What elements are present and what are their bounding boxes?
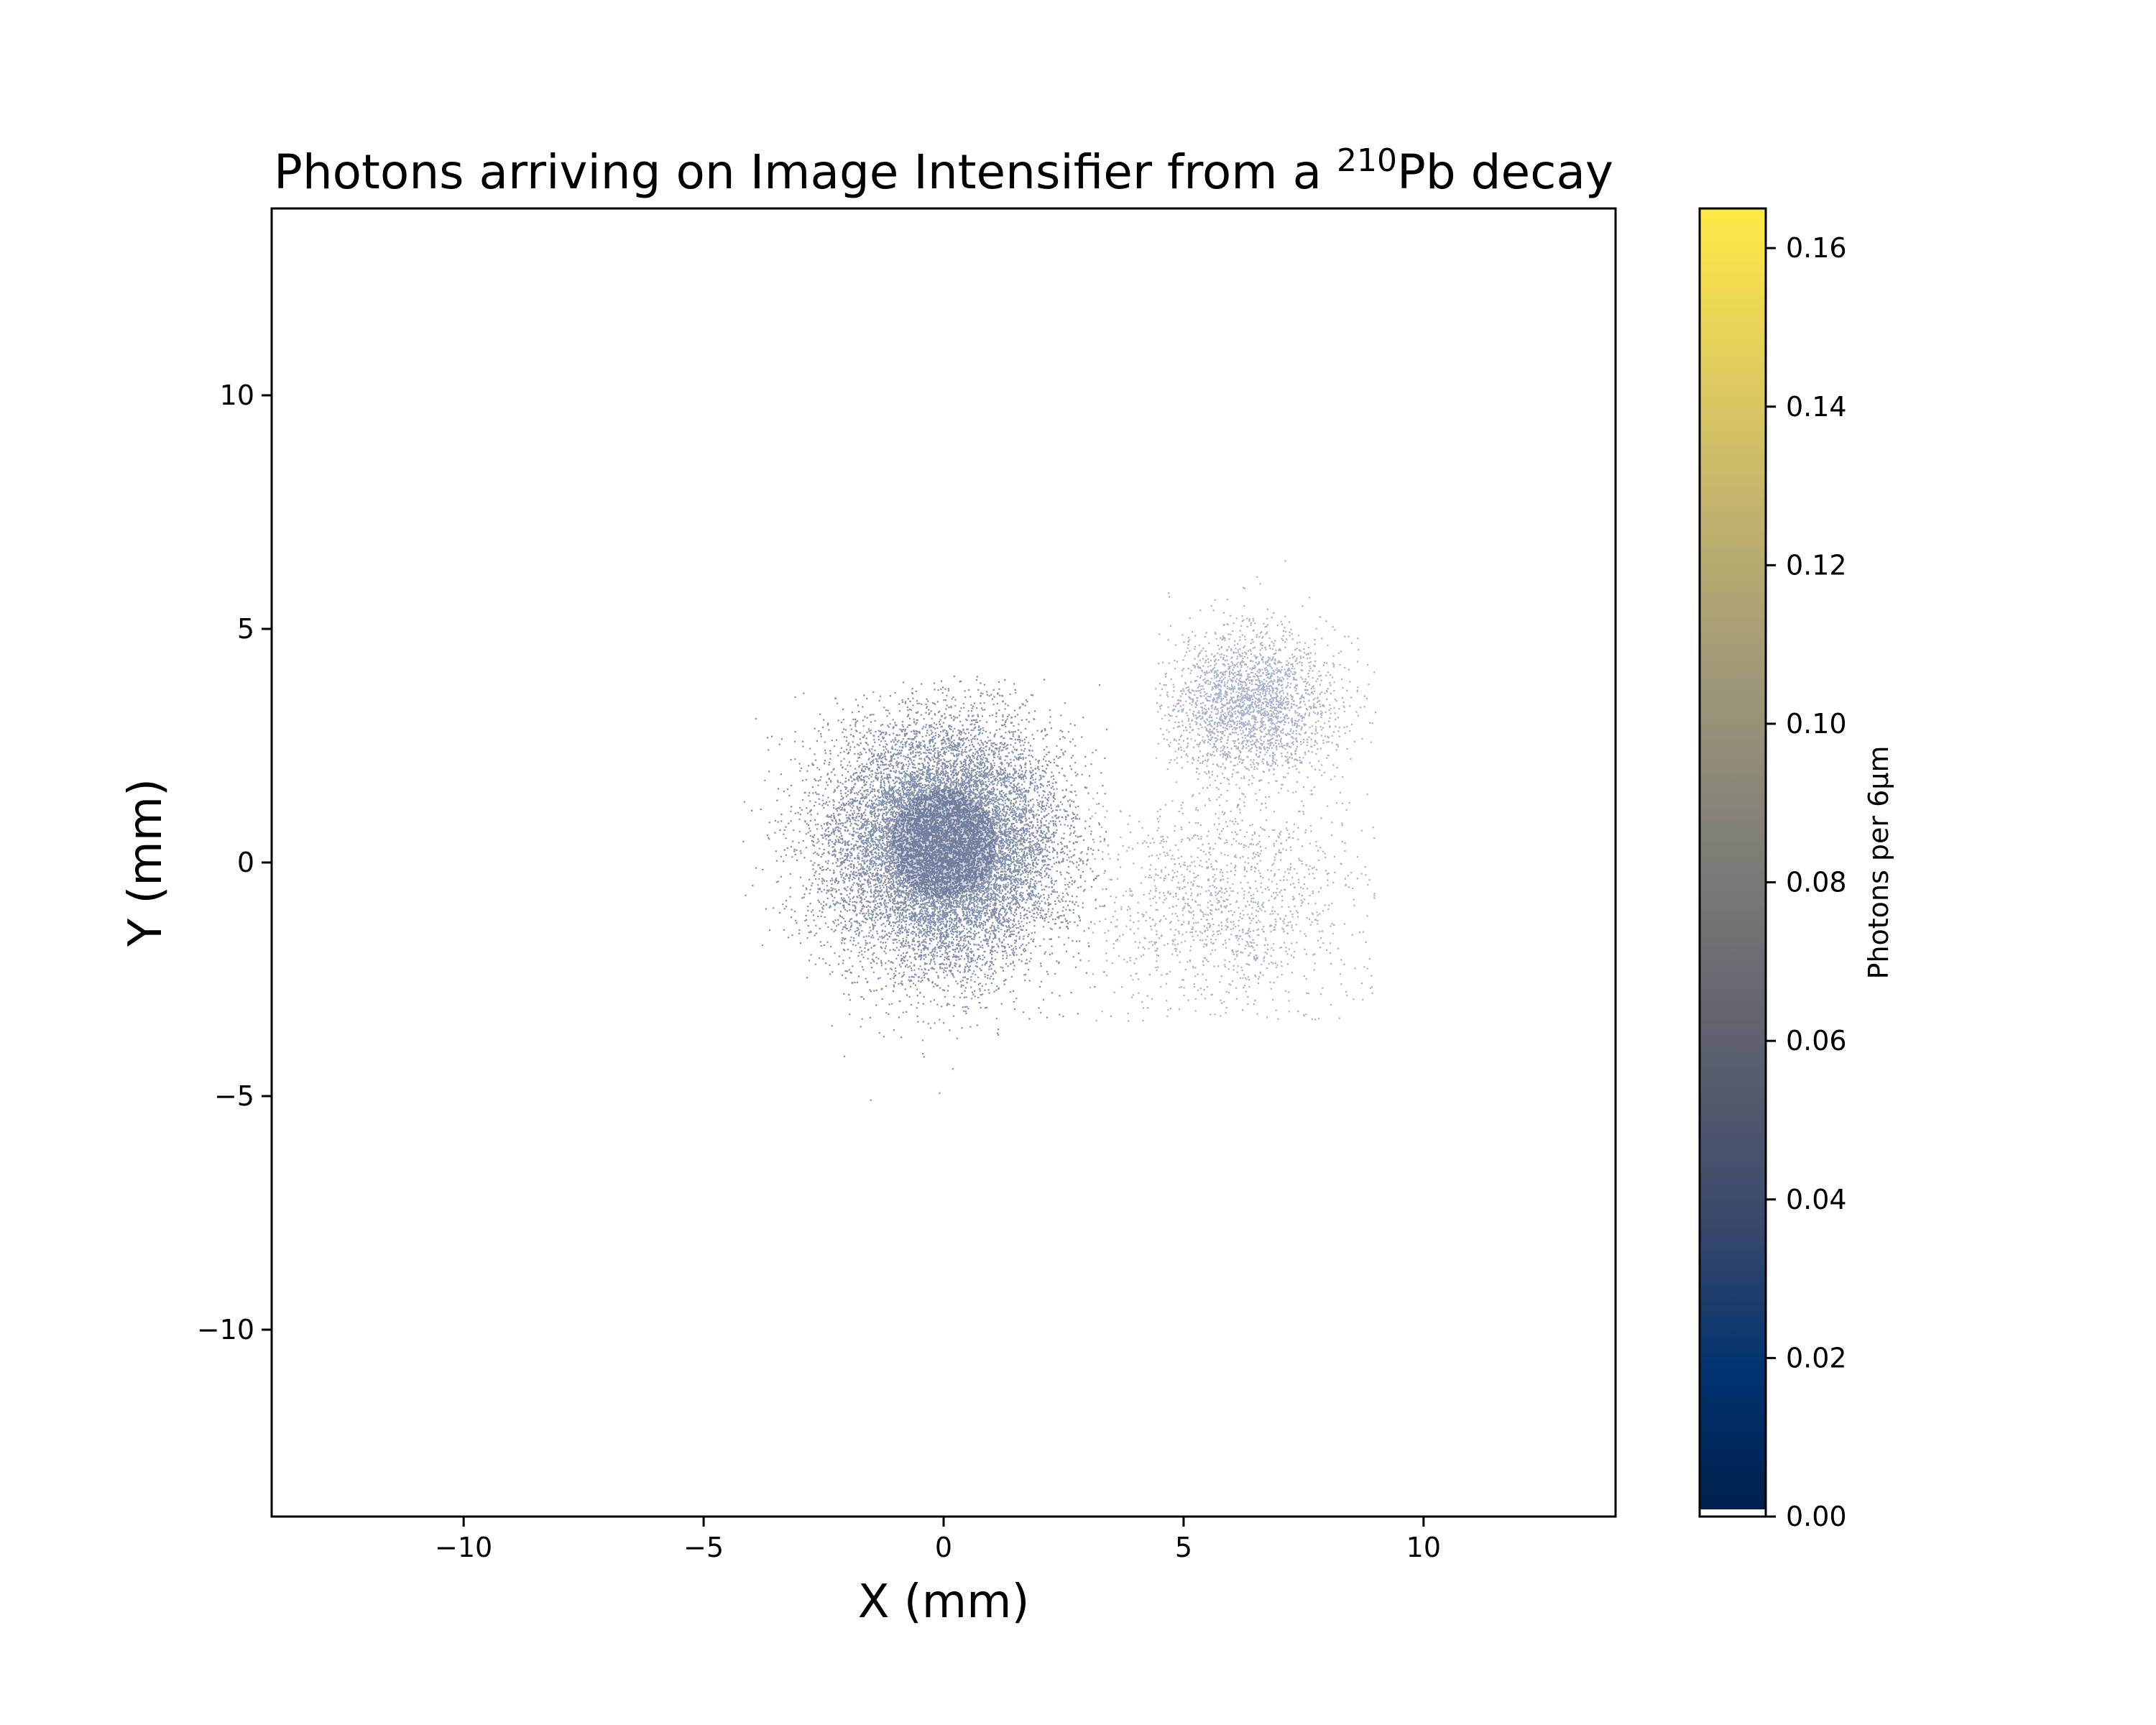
plot-area xyxy=(270,207,1617,1518)
colorbar-tick-label: 0.16 xyxy=(1786,232,1847,264)
colorbar-tick-label: 0.14 xyxy=(1786,391,1847,423)
photon-cluster xyxy=(742,676,1107,1101)
cluster-core xyxy=(891,789,996,898)
chart-title-superscript: 210 xyxy=(1337,142,1397,179)
colorbar-ticks: 0.00 0.02 0.04 0.06 0.08 0.10 0.12 0.14 0.16 xyxy=(1766,232,1847,1532)
colorbar-tick-label: 0.06 xyxy=(1786,1025,1847,1057)
y-tick-label: −5 xyxy=(214,1080,254,1112)
y-tick-label: 0 xyxy=(237,847,254,878)
photon-hits xyxy=(1087,794,1376,1022)
colorbar-tick-label: 0.10 xyxy=(1786,708,1847,740)
colorbar-frame xyxy=(1698,207,1767,1518)
x-tick-label: 0 xyxy=(935,1532,952,1563)
y-tick-label: 10 xyxy=(220,380,254,411)
chart-title-suffix: Pb decay xyxy=(1397,144,1613,200)
y-axis-label: Y (mm) xyxy=(119,778,172,947)
colorbar-label: Photons per 6μm xyxy=(1863,746,1894,980)
colorbar: 0.00 0.02 0.04 0.06 0.08 0.10 0.12 0.14 0.16 Pho… xyxy=(1698,207,1894,1532)
colorbar-zero-band xyxy=(1700,1509,1766,1517)
y-tick-label: −10 xyxy=(197,1314,254,1346)
colorbar-tick-label: 0.04 xyxy=(1786,1184,1847,1215)
x-axis: −10 −5 0 5 10 xyxy=(435,1517,1441,1563)
photon-hits xyxy=(1155,560,1377,813)
colorbar-tick-label: 0.00 xyxy=(1786,1501,1847,1532)
photon-scatter xyxy=(742,560,1377,1101)
photon-hits xyxy=(742,676,1107,1101)
photon-cluster xyxy=(1087,794,1376,1022)
colorbar-tick-label: 0.12 xyxy=(1786,549,1847,581)
x-tick-label: 5 xyxy=(1175,1532,1192,1563)
chart-title: Photons arriving on Image Intensifier fr… xyxy=(274,142,1613,200)
x-tick-label: −10 xyxy=(435,1532,492,1563)
x-tick-label: −5 xyxy=(683,1532,724,1563)
colorbar-tick-label: 0.02 xyxy=(1786,1342,1847,1374)
x-tick-label: 10 xyxy=(1406,1532,1441,1563)
y-axis: −10 −5 0 5 10 xyxy=(197,380,272,1346)
chart-title-prefix: Photons arriving on Image Intensifier fr… xyxy=(274,144,1337,200)
colorbar-tick-label: 0.08 xyxy=(1786,867,1847,898)
y-tick-label: 5 xyxy=(237,613,254,645)
x-axis-label: X (mm) xyxy=(858,1576,1030,1629)
colorbar-gradient xyxy=(1700,208,1766,1517)
photon-cluster xyxy=(1155,560,1377,813)
